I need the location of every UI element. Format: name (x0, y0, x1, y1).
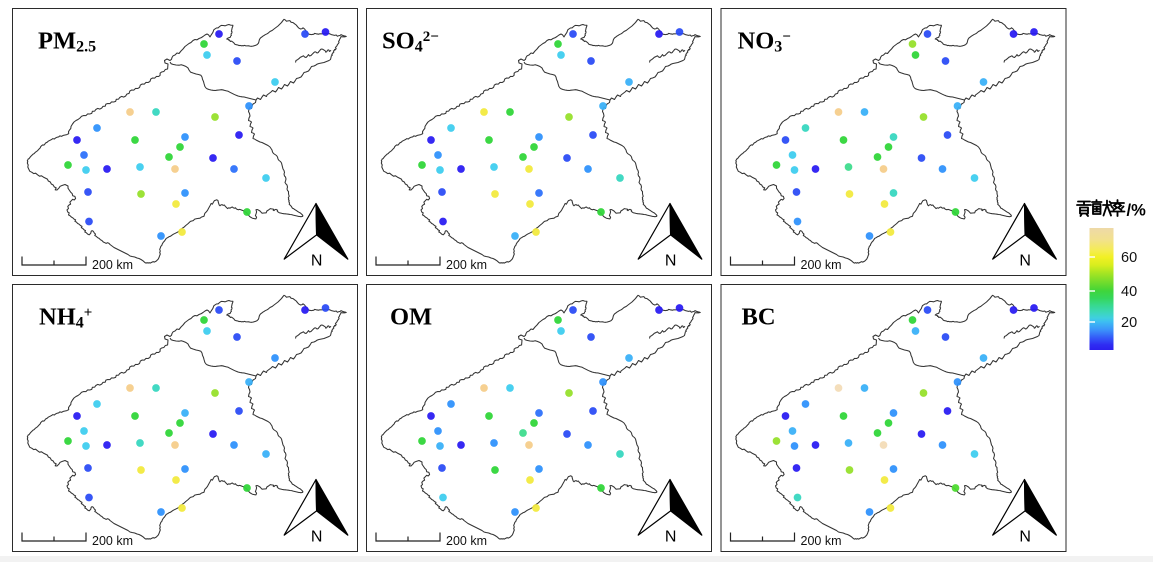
svg-text:NH4+: NH4+ (39, 304, 92, 332)
svg-text:/%: /% (1127, 202, 1147, 220)
svg-text:NO3−: NO3− (738, 28, 791, 56)
svg-text:SO42−: SO42− (382, 28, 439, 56)
svg-text:40: 40 (1121, 284, 1137, 300)
svg-text:OM: OM (390, 304, 432, 331)
svg-text:BC: BC (742, 304, 776, 331)
svg-text:20: 20 (1121, 315, 1137, 331)
svg-text:60: 60 (1121, 250, 1137, 266)
